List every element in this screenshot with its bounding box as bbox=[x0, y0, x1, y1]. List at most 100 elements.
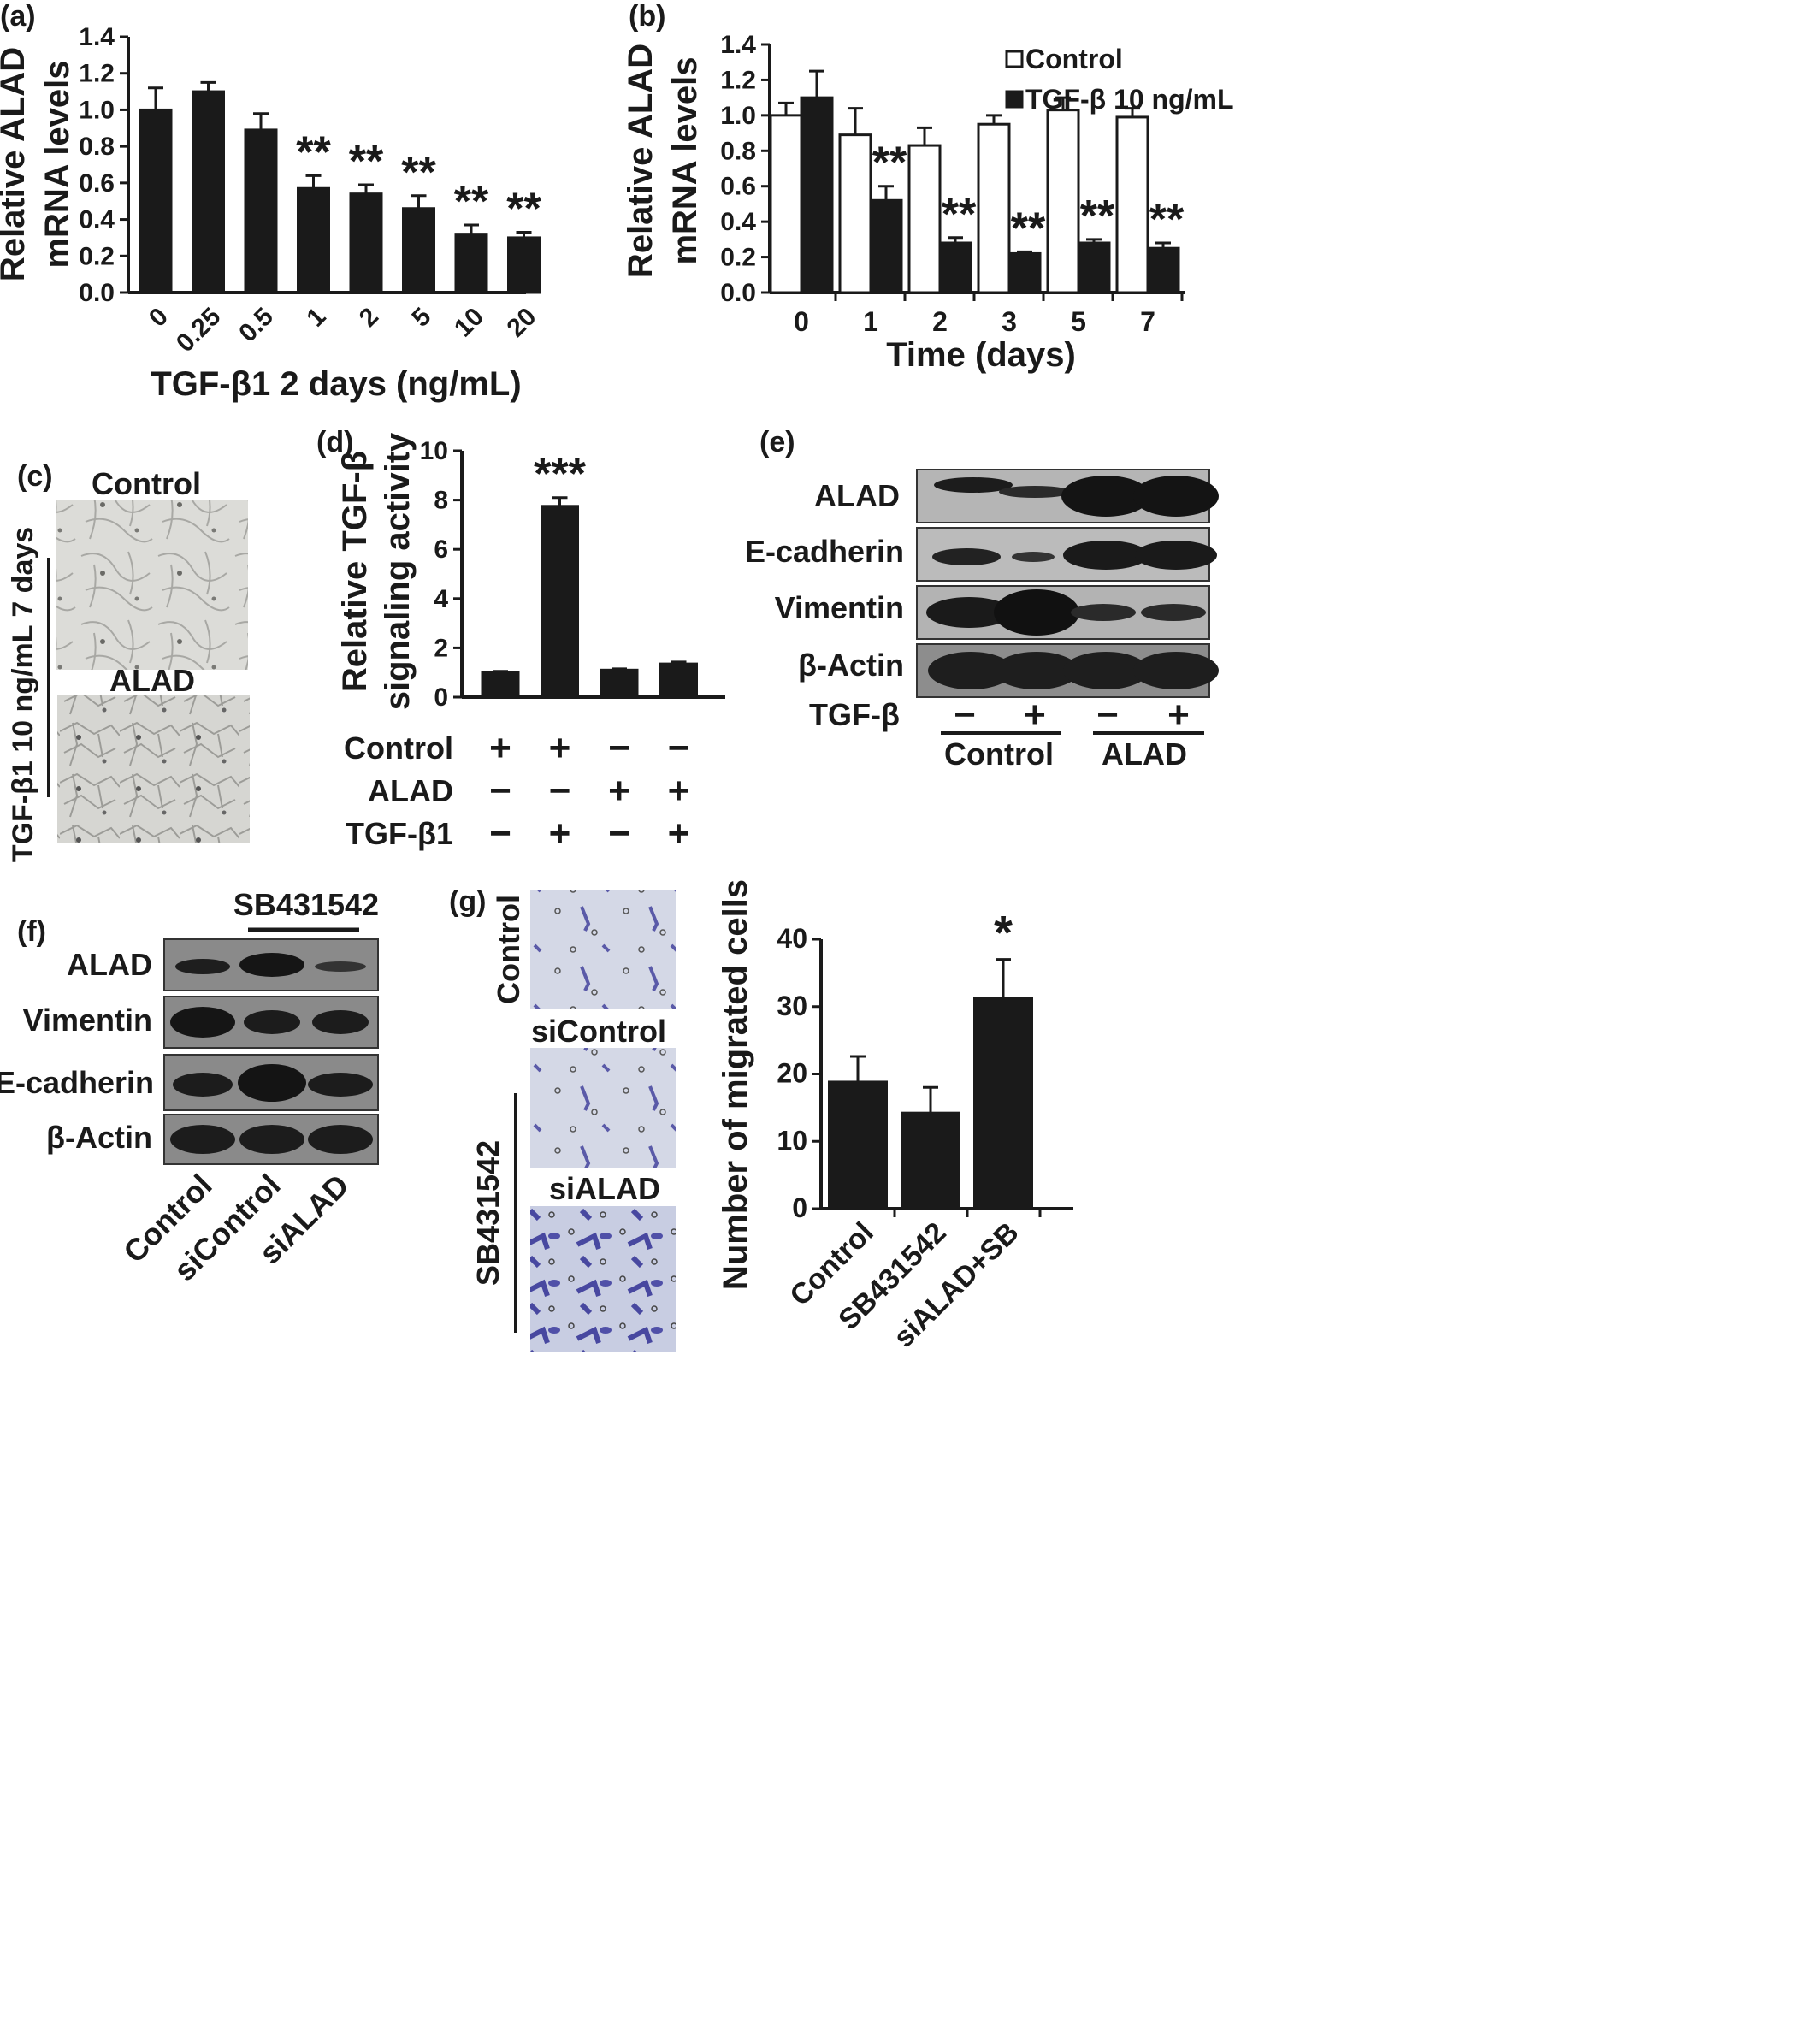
condition-sign: − bbox=[549, 770, 571, 812]
bar bbox=[838, 133, 872, 294]
y-tick-label: 0.2 bbox=[79, 242, 115, 270]
legend-label: Control bbox=[1025, 44, 1123, 74]
panel-e-sign: − bbox=[954, 694, 976, 736]
panel-f: SB431542 ALAD Vimentin E-cadherin β-Acti… bbox=[0, 887, 379, 1287]
x-tick-label: 5 bbox=[406, 303, 436, 333]
bar bbox=[977, 122, 1011, 294]
micrograph-sicontrol bbox=[530, 1048, 676, 1168]
bar bbox=[901, 1111, 960, 1210]
bar bbox=[244, 128, 278, 294]
bar bbox=[139, 108, 173, 294]
y-tick-label: 1.0 bbox=[79, 96, 115, 124]
panel-c-bottom-label: ALAD bbox=[109, 663, 195, 698]
panel-e-row-label: Vimentin bbox=[775, 590, 904, 625]
x-tick-label: 7 bbox=[1140, 306, 1155, 337]
blot-band bbox=[170, 1007, 235, 1038]
x-tick-label: 2 bbox=[932, 306, 948, 337]
blot-band bbox=[994, 589, 1079, 636]
x-axis-label: Time (days) bbox=[886, 336, 1076, 374]
condition-sign: − bbox=[608, 813, 630, 855]
y-axis-label: signaling activity bbox=[379, 432, 417, 710]
x-axis-label: TGF-β1 2 days (ng/mL) bbox=[151, 365, 521, 403]
bar bbox=[907, 144, 942, 294]
blot-band bbox=[175, 959, 230, 974]
condition-sign: + bbox=[668, 770, 690, 812]
blot-band bbox=[1133, 652, 1219, 689]
significance-marker: ** bbox=[401, 148, 436, 198]
y-axis-label: mRNA levels bbox=[666, 56, 704, 264]
blot-band bbox=[239, 953, 304, 977]
panel-c-top-label: Control bbox=[92, 466, 201, 501]
y-axis-label: Number of migrated cells bbox=[717, 879, 754, 1290]
x-tick-label: 0.5 bbox=[233, 303, 279, 348]
blot-band bbox=[315, 961, 366, 972]
y-tick-label: 0.0 bbox=[79, 279, 115, 307]
panel-e-row-label: E-cadherin bbox=[745, 534, 904, 569]
y-tick-label: 0.4 bbox=[720, 208, 756, 236]
blot-band bbox=[173, 1073, 233, 1097]
x-tick-label: 10 bbox=[449, 303, 489, 343]
y-tick-label: 6 bbox=[434, 535, 448, 564]
bar bbox=[1077, 241, 1111, 294]
condition-sign: + bbox=[608, 770, 630, 812]
bar bbox=[1146, 246, 1180, 294]
significance-marker: ** bbox=[349, 137, 384, 186]
micrograph-control bbox=[530, 890, 676, 1009]
blot-band bbox=[312, 1010, 369, 1034]
panel-g-image-label: siALAD bbox=[549, 1171, 660, 1206]
significance-marker: ** bbox=[506, 185, 541, 234]
y-tick-label: 10 bbox=[777, 1125, 807, 1156]
condition-label: TGF-β1 bbox=[346, 816, 453, 851]
panel-f-letter: (f) bbox=[17, 915, 46, 948]
blot-band bbox=[1063, 541, 1149, 570]
panel-c: Control ALAD TGF-β1 10 ng/mL 7 days bbox=[7, 466, 250, 862]
bar bbox=[938, 241, 972, 294]
y-tick-label: 1.4 bbox=[79, 23, 115, 51]
significance-marker: *** bbox=[534, 450, 586, 500]
panel-e-letter: (e) bbox=[759, 426, 795, 458]
significance-marker: ** bbox=[942, 190, 977, 240]
panel-c-letter: (c) bbox=[17, 460, 53, 493]
panel-b-letter: (b) bbox=[629, 0, 665, 33]
condition-sign: + bbox=[668, 813, 690, 855]
significance-marker: ** bbox=[872, 139, 907, 188]
bar bbox=[600, 668, 639, 699]
y-axis-label: Relative ALAD bbox=[622, 44, 659, 278]
panel-d-letter: (d) bbox=[316, 426, 353, 458]
bar bbox=[869, 198, 903, 294]
significance-marker: ** bbox=[1011, 204, 1046, 253]
blot-band bbox=[239, 1125, 304, 1154]
panel-e-group-label: Control bbox=[944, 736, 1054, 772]
bar bbox=[800, 96, 834, 294]
x-tick-label: 3 bbox=[1002, 306, 1017, 337]
significance-marker: ** bbox=[454, 177, 489, 227]
bar bbox=[349, 192, 383, 294]
panel-g-image-label: Control bbox=[491, 895, 526, 1004]
panel-e-sign: − bbox=[1096, 694, 1119, 736]
micrograph-sialad bbox=[530, 1206, 676, 1352]
condition-sign: − bbox=[608, 727, 630, 769]
blot-band bbox=[999, 486, 1071, 498]
x-tick-label: 1 bbox=[301, 303, 331, 333]
blot-band bbox=[308, 1073, 373, 1097]
bar bbox=[541, 505, 579, 699]
legend-swatch bbox=[1005, 50, 1024, 68]
blot-band bbox=[932, 548, 1001, 565]
y-tick-label: 30 bbox=[777, 991, 807, 1021]
y-tick-label: 0.8 bbox=[79, 133, 115, 161]
x-tick-label: 1 bbox=[863, 306, 878, 337]
panel-f-row-label: β-Actin bbox=[46, 1120, 152, 1155]
blot-band bbox=[1012, 552, 1055, 562]
y-tick-label: 8 bbox=[434, 487, 448, 515]
y-tick-label: 0 bbox=[434, 683, 448, 712]
bar bbox=[973, 997, 1033, 1210]
condition-sign: − bbox=[489, 813, 511, 855]
y-tick-label: 2 bbox=[434, 634, 448, 662]
x-tick-label: 0.25 bbox=[171, 303, 227, 358]
panel-e-condition-label: TGF-β bbox=[809, 697, 900, 732]
condition-sign: − bbox=[489, 770, 511, 812]
significance-marker: ** bbox=[1080, 192, 1115, 241]
blot-band bbox=[994, 652, 1079, 689]
y-tick-label: 4 bbox=[434, 585, 448, 613]
